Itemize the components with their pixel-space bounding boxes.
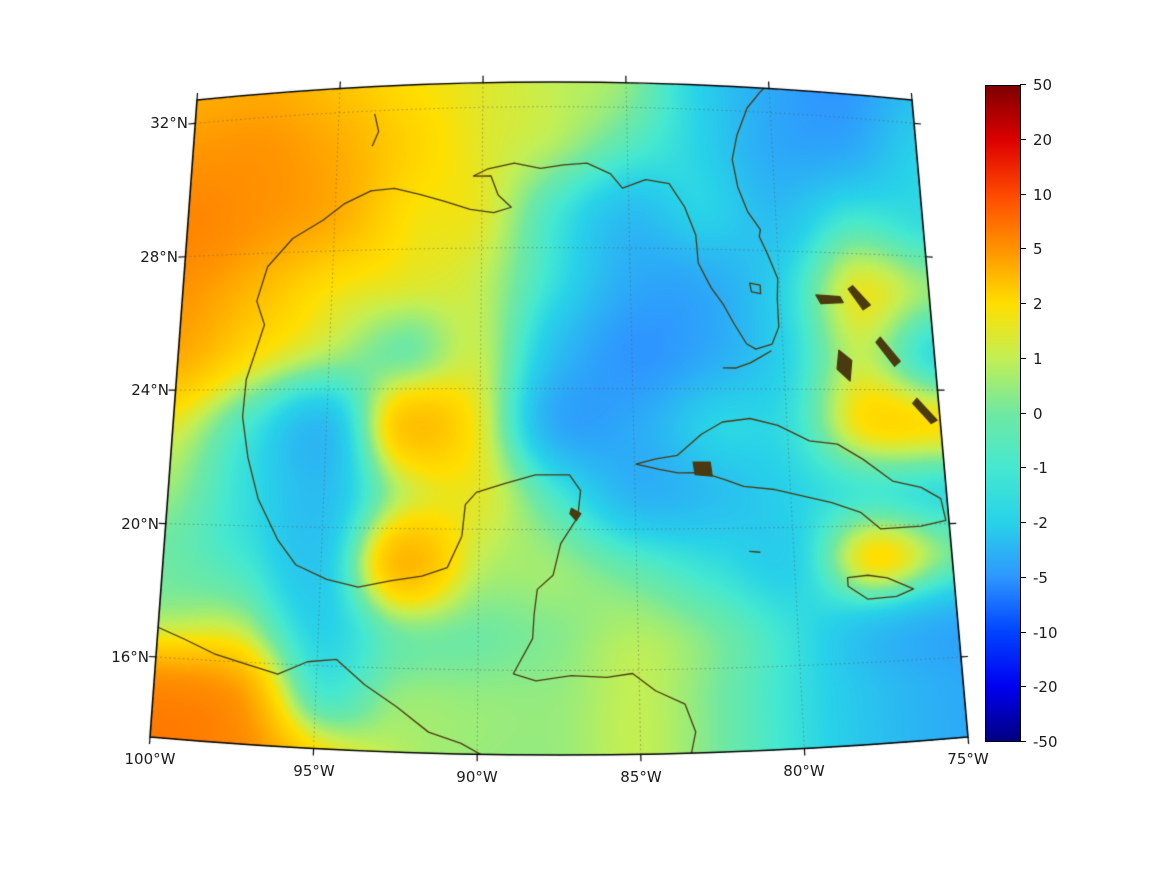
xtick-85w: 85°W xyxy=(620,768,662,786)
cbar-tick-m10: -10 xyxy=(1020,624,1081,642)
cbar-tick-m1: -1 xyxy=(1020,459,1081,477)
map-heatmap-canvas xyxy=(140,68,980,768)
ytick-16n: 16°N xyxy=(111,648,149,666)
cbar-tick-2: 2 xyxy=(1020,295,1081,313)
xtick-75w: 75°W xyxy=(947,750,989,768)
ytick-24n: 24°N xyxy=(131,381,169,399)
cbar-tick-m5: -5 xyxy=(1020,569,1081,587)
cbar-tick-m20: -20 xyxy=(1020,678,1081,696)
cbar-tick-10: 10 xyxy=(1020,186,1081,204)
xtick-80w: 80°W xyxy=(783,762,825,780)
ytick-28n: 28°N xyxy=(140,248,178,266)
cbar-tick-m2: -2 xyxy=(1020,514,1081,532)
cbar-tick-0: 0 xyxy=(1020,405,1081,423)
colorbar xyxy=(985,85,1021,742)
xtick-95w: 95°W xyxy=(293,762,335,780)
ytick-32n: 32°N xyxy=(150,114,188,132)
cbar-tick-1: 1 xyxy=(1020,350,1081,368)
ytick-20n: 20°N xyxy=(121,515,159,533)
xtick-90w: 90°W xyxy=(456,768,498,786)
cbar-tick-50: 50 xyxy=(1020,76,1081,94)
xtick-100w: 100°W xyxy=(124,750,176,768)
cbar-tick-5: 5 xyxy=(1020,240,1081,258)
cbar-tick-m50: -50 xyxy=(1020,733,1081,751)
cbar-tick-20: 20 xyxy=(1020,131,1081,149)
